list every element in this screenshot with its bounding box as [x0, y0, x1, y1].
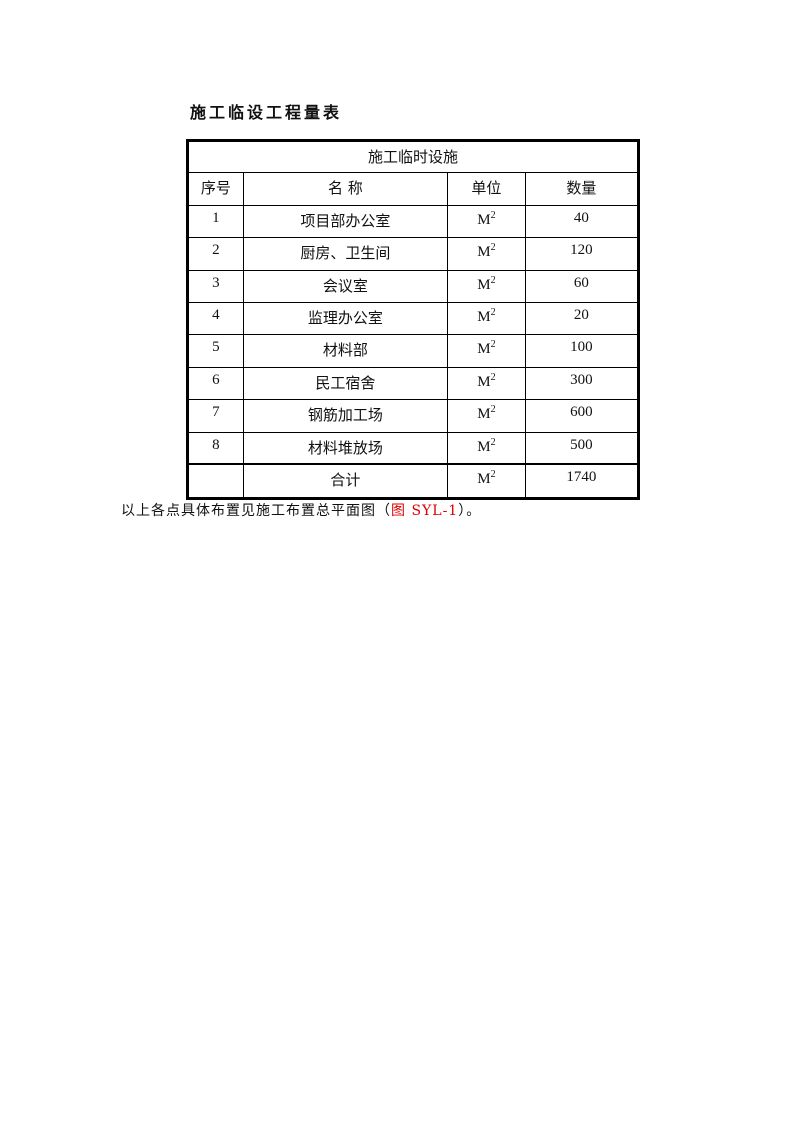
row-name: 民工宿舍	[242, 366, 449, 401]
row-qty: 500	[524, 431, 640, 465]
total-unit: M2	[447, 463, 526, 499]
row-unit: M2	[447, 237, 526, 271]
table-row: 8 材料堆放场 M2 500	[187, 431, 640, 465]
table-row: 6 民工宿舍 M2 300	[187, 366, 640, 401]
header-unit: 单位	[447, 172, 526, 206]
table-caption: 施工临时设施	[187, 139, 639, 174]
row-qty: 40	[524, 204, 640, 239]
row-name: 监理办公室	[242, 301, 449, 336]
note-text: 以上各点具体布置见施工布置总平面图（图 SYL-1）。	[121, 503, 482, 519]
row-qty: 20	[524, 301, 640, 336]
table-row: 2 厨房、卫生间 M2 120	[187, 237, 640, 271]
table-row: 1 项目部办公室 M2 40	[187, 204, 640, 239]
row-no: 8	[187, 431, 244, 465]
row-unit: M2	[447, 366, 526, 401]
row-no: 6	[187, 366, 244, 401]
total-label: 合计	[242, 463, 449, 499]
facilities-table: 施工临时设施 序号 名 称 单位 数量 1 项目部办公室 M2 40 2 厨房、卫生间 M2…	[186, 139, 640, 500]
row-unit: M2	[447, 269, 526, 303]
row-no: 4	[187, 301, 244, 336]
row-no: 7	[187, 399, 244, 433]
row-name: 会议室	[242, 269, 449, 303]
row-name: 项目部办公室	[242, 204, 449, 239]
row-no: 3	[187, 269, 244, 303]
row-unit: M2	[447, 399, 526, 433]
total-no	[187, 463, 244, 499]
row-name: 材料部	[242, 334, 449, 368]
table-total-row: 合计 M2 1740	[187, 463, 640, 499]
row-qty: 300	[524, 366, 640, 401]
row-no: 5	[187, 334, 244, 368]
table-row: 5 材料部 M2 100	[187, 334, 640, 368]
row-unit: M2	[447, 204, 526, 239]
row-qty: 60	[524, 269, 640, 303]
table-header-row: 序号 名 称 单位 数量	[187, 172, 640, 206]
row-qty: 600	[524, 399, 640, 433]
row-unit: M2	[447, 334, 526, 368]
header-name: 名 称	[242, 172, 449, 206]
table-row: 3 会议室 M2 60	[187, 269, 640, 303]
total-qty: 1740	[524, 463, 640, 499]
table-row: 4 监理办公室 M2 20	[187, 301, 640, 336]
header-qty: 数量	[524, 172, 640, 206]
row-no: 1	[187, 204, 244, 239]
row-unit: M2	[447, 431, 526, 465]
row-name: 钢筋加工场	[242, 399, 449, 433]
row-unit: M2	[447, 301, 526, 336]
row-qty: 120	[524, 237, 640, 271]
row-name: 材料堆放场	[242, 431, 449, 465]
row-no: 2	[187, 237, 244, 271]
page-title: 施工临设工程量表	[190, 103, 343, 122]
figure-reference: 图 SYL-1	[391, 503, 459, 519]
row-qty: 100	[524, 334, 640, 368]
header-no: 序号	[187, 172, 244, 206]
table-row: 7 钢筋加工场 M2 600	[187, 399, 640, 433]
row-name: 厨房、卫生间	[242, 237, 449, 271]
